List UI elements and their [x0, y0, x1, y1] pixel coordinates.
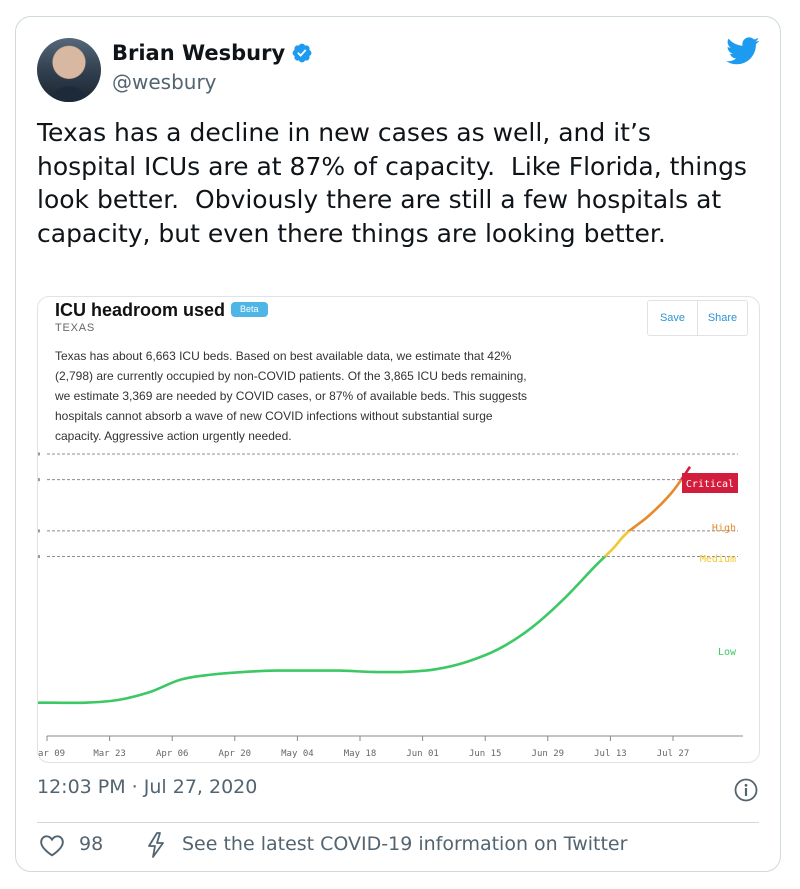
verified-badge-icon	[292, 43, 312, 63]
series-line-high	[627, 479, 683, 531]
save-share-group: Save Share	[647, 300, 748, 336]
beta-badge: Beta	[231, 302, 268, 317]
author-handle[interactable]: @wesbury	[112, 70, 217, 94]
tweet-timestamp[interactable]: 12:03 PM · Jul 27, 2020	[37, 776, 258, 798]
gridline-medium-tick	[38, 555, 40, 559]
chart-description: Texas has about 6,663 ICU beds. Based on…	[55, 349, 528, 443]
x-tick-label: Jun 29	[532, 749, 565, 759]
author-name[interactable]: Brian Wesbury	[112, 41, 286, 65]
x-tick-label: Apr 20	[219, 749, 252, 759]
threshold-gridlines	[38, 452, 738, 559]
author-avatar[interactable]	[37, 38, 101, 102]
gridline-high-tick	[38, 529, 40, 533]
critical-label: Critical	[686, 479, 734, 490]
x-tick-label: Jun 01	[406, 749, 439, 759]
low-label: Low	[718, 647, 737, 658]
icu-chart-card[interactable]: ICU headroom used Beta TEXAS Save Share …	[37, 296, 760, 763]
x-tick-label: Jun 15	[469, 749, 502, 759]
chart-card-title: ICU headroom used	[55, 300, 226, 320]
lightning-bolt-icon	[148, 832, 164, 858]
series-line-medium	[603, 530, 632, 557]
high-label: High	[712, 523, 736, 534]
covid-info-link[interactable]: See the latest COVID-19 information on T…	[182, 833, 628, 855]
twitter-bird-icon[interactable]	[726, 37, 760, 65]
like-count[interactable]: 98	[79, 833, 104, 855]
heart-icon[interactable]	[39, 833, 65, 857]
series-line-critical	[679, 466, 692, 480]
tweet-text: Texas has a decline in new cases as well…	[37, 118, 755, 248]
share-button[interactable]: Share	[697, 301, 747, 335]
x-tick-label: Apr 06	[156, 749, 189, 759]
save-button[interactable]: Save	[659, 312, 686, 324]
x-tick-label: May 18	[344, 749, 377, 759]
x-tick-label: Mar 23	[93, 749, 126, 759]
x-tick-label: May 04	[281, 749, 314, 759]
gridline-top-tick	[38, 452, 40, 456]
x-axis: ar 09 Mar 23 Apr 06 Apr 20 May 04 May 18 Jun 0…	[38, 735, 743, 759]
icu-headroom-chart: ar 09 Mar 23 Apr 06 Apr 20 May 04 May 18 Jun 0…	[38, 452, 743, 759]
tweet-card: Brian Wesbury @wesbury Texas has a decli…	[15, 16, 781, 872]
icu-headroom-series	[38, 466, 692, 705]
x-tick-label: ar 09	[38, 749, 65, 759]
region-label: TEXAS	[55, 322, 96, 334]
critical-label-box	[682, 473, 738, 493]
author-name-row[interactable]: Brian Wesbury	[112, 41, 313, 65]
gridline-critical-tick	[38, 478, 40, 482]
action-divider	[37, 822, 759, 823]
x-tick-label: Jul 27	[657, 749, 690, 759]
x-tick-label: Jul 13	[594, 749, 627, 759]
medium-label: Medium	[700, 554, 736, 565]
info-icon[interactable]	[734, 778, 758, 802]
series-line-low	[38, 556, 607, 705]
